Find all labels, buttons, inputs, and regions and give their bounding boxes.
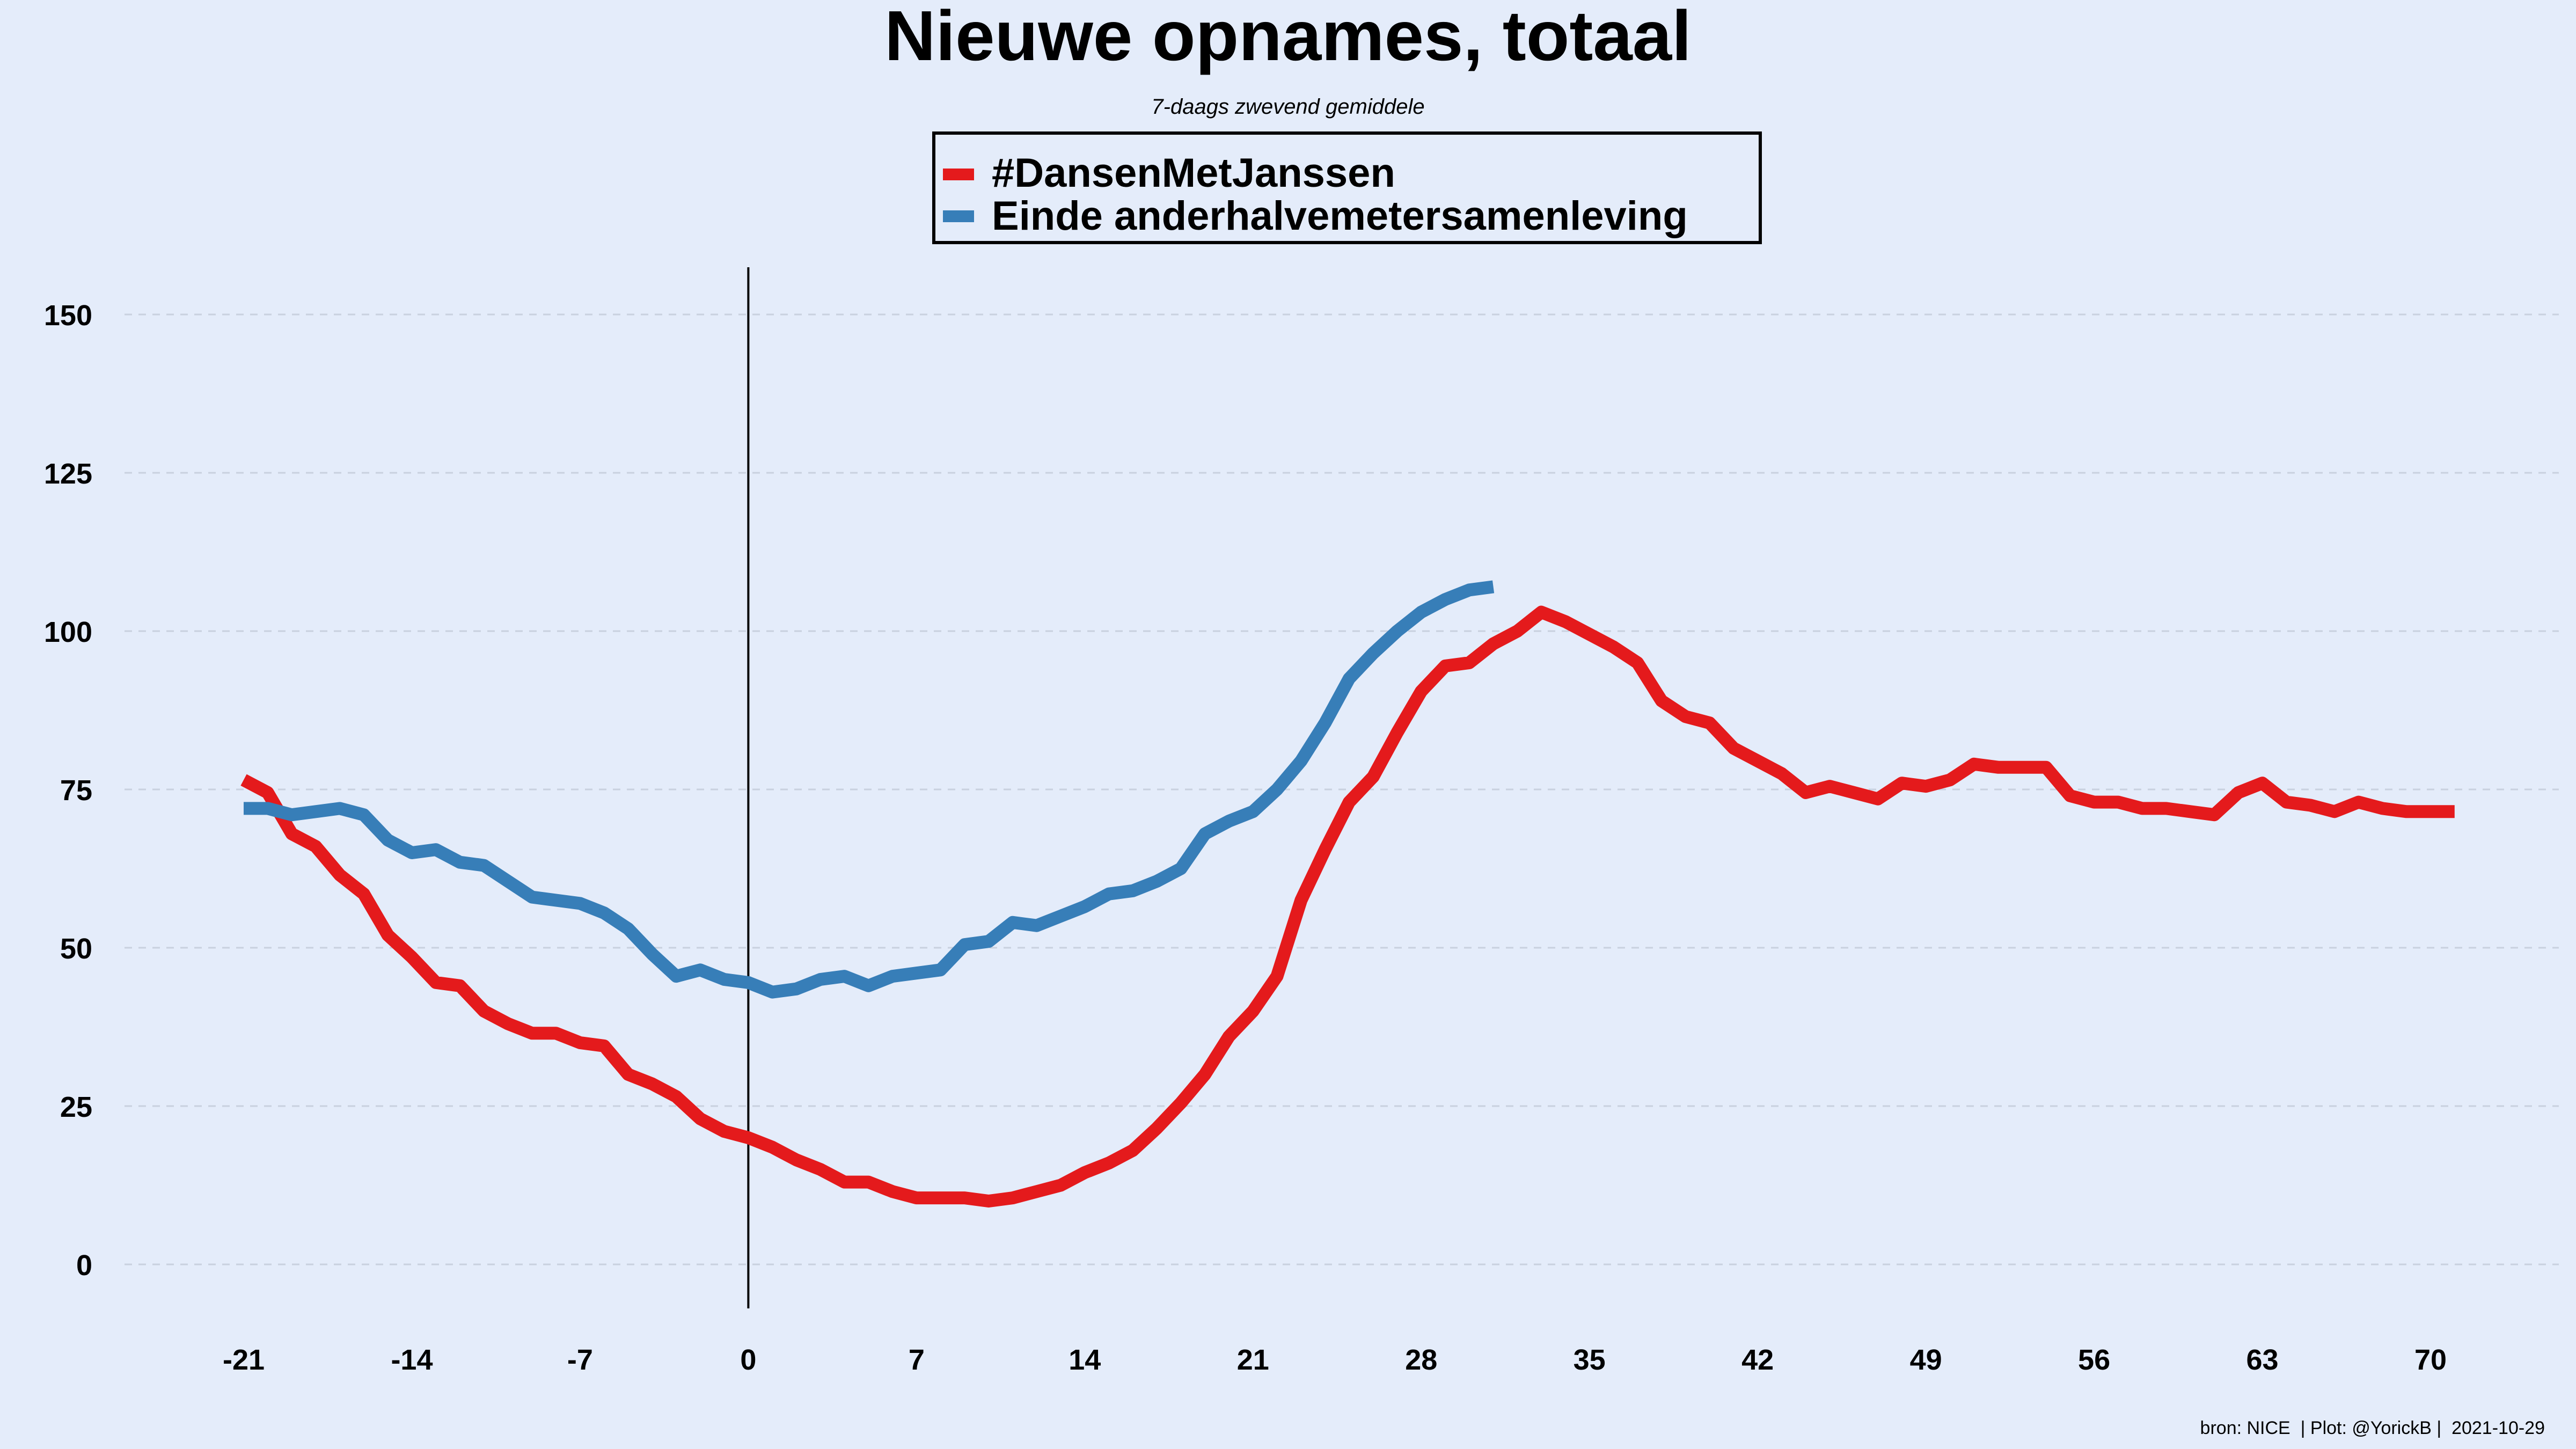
x-axis-tick-labels: -21 -14 -7 0 7 14 21 28 35 42 49 56 63 70 bbox=[223, 1344, 2447, 1376]
x-tick-label: 70 bbox=[2414, 1344, 2447, 1376]
y-axis-tick-labels: 0 25 50 75 100 125 150 bbox=[44, 299, 92, 1282]
x-tick-label: 14 bbox=[1069, 1344, 1101, 1376]
legend-label-dansen: #DansenMetJanssen bbox=[992, 150, 1395, 196]
x-tick-label: -14 bbox=[391, 1344, 433, 1376]
x-tick-label: 42 bbox=[1741, 1344, 1774, 1376]
y-tick-label: 50 bbox=[60, 933, 92, 965]
y-tick-label: 75 bbox=[60, 774, 92, 807]
legend-swatch-einde bbox=[943, 210, 974, 222]
x-tick-label: 56 bbox=[2078, 1344, 2110, 1376]
chart-caption: bron: NICE | Plot: @YorickB | 2021-10-29 bbox=[2200, 1418, 2545, 1438]
x-tick-label: 49 bbox=[1910, 1344, 1942, 1376]
y-gridlines bbox=[125, 313, 2559, 1265]
x-tick-label: -7 bbox=[567, 1344, 593, 1376]
legend: #DansenMetJanssen Einde anderhalvemeters… bbox=[932, 131, 1762, 244]
x-tick-label: 28 bbox=[1405, 1344, 1437, 1376]
legend-swatch-dansen bbox=[943, 169, 974, 180]
x-tick-label: 0 bbox=[740, 1344, 756, 1376]
chart-title: Nieuwe opnames, totaal bbox=[884, 0, 1692, 75]
x-tick-label: -21 bbox=[223, 1344, 265, 1376]
series-lines bbox=[240, 580, 2455, 1208]
x-tick-label: 7 bbox=[909, 1344, 925, 1376]
y-tick-label: 100 bbox=[44, 616, 92, 648]
x-tick-label: 21 bbox=[1237, 1344, 1269, 1376]
y-tick-label: 150 bbox=[44, 299, 92, 332]
series-line-einde bbox=[244, 580, 1495, 999]
x-tick-label: 35 bbox=[1574, 1344, 1606, 1376]
y-tick-label: 125 bbox=[44, 458, 92, 490]
legend-label-einde: Einde anderhalvemetersamenleving bbox=[992, 193, 1688, 239]
series-line-dansen bbox=[240, 605, 2455, 1208]
legend-box bbox=[932, 131, 1762, 244]
y-tick-label: 0 bbox=[76, 1249, 92, 1282]
chart-subtitle: 7-daags zwevend gemiddele bbox=[1151, 95, 1424, 119]
y-tick-label: 25 bbox=[60, 1091, 92, 1123]
x-tick-label: 63 bbox=[2246, 1344, 2278, 1376]
